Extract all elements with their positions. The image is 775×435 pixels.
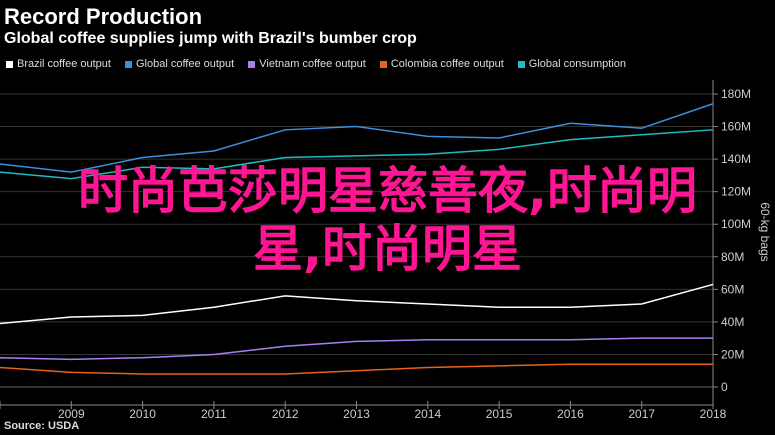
- y-tick-label: 140M: [721, 152, 751, 166]
- source-note: Source: USDA: [4, 420, 80, 432]
- legend-item: Global coffee output: [124, 58, 235, 70]
- x-tick-label: 2015: [486, 407, 513, 421]
- x-tick-label: 2013: [343, 407, 370, 421]
- x-tick-label: 2014: [414, 407, 441, 421]
- legend-label: Global consumption: [528, 58, 627, 70]
- series-line: [0, 337, 713, 361]
- legend-item: Vietnam coffee output: [248, 58, 366, 70]
- y-tick-label: 0: [721, 380, 728, 394]
- x-tick-label: 2017: [628, 407, 655, 421]
- legend-label: Vietnam coffee output: [259, 58, 366, 70]
- legend-item: Brazil coffee output: [6, 58, 111, 70]
- y-tick-label: 60M: [721, 282, 744, 296]
- legend-swatch: [379, 60, 387, 68]
- chart-subtitle: Global coffee supplies jump with Brazil'…: [4, 30, 417, 47]
- x-tick-label: 2011: [201, 407, 227, 421]
- legend-swatch: [6, 60, 13, 68]
- x-tick-label: 2012: [272, 407, 299, 421]
- legend-item: Colombia coffee output: [379, 58, 504, 70]
- y-tick-label: 160M: [721, 120, 751, 134]
- legend-swatch: [124, 60, 132, 68]
- y-tick-label: 180M: [721, 87, 751, 101]
- legend-item: Global consumption: [517, 58, 627, 70]
- x-tick-label: 2010: [129, 407, 156, 421]
- legend-swatch: [517, 60, 525, 68]
- x-tick-label: 2016: [557, 407, 584, 421]
- series-line: [0, 103, 714, 173]
- x-tick-label: 2018: [700, 407, 727, 421]
- legend-label: Brazil coffee output: [17, 58, 111, 70]
- series-line: [0, 363, 713, 375]
- y-tick-label: 40M: [721, 315, 744, 329]
- legend: Brazil coffee output Global coffee output…: [6, 58, 626, 70]
- y-tick-label: 100M: [721, 217, 751, 231]
- series-line: [0, 283, 714, 325]
- chart-title: Record Production: [4, 4, 203, 29]
- legend-swatch: [248, 60, 256, 68]
- y-tick-label: 80M: [721, 250, 744, 264]
- series-line: [0, 129, 714, 180]
- legend-label: Colombia coffee output: [390, 58, 504, 70]
- legend-label: Global coffee output: [135, 58, 235, 70]
- y-axis-title: 60-kg bags: [758, 202, 772, 261]
- y-tick-label: 20M: [721, 347, 744, 361]
- y-tick-label: 120M: [721, 185, 751, 199]
- x-tick-label: 2009: [58, 407, 85, 421]
